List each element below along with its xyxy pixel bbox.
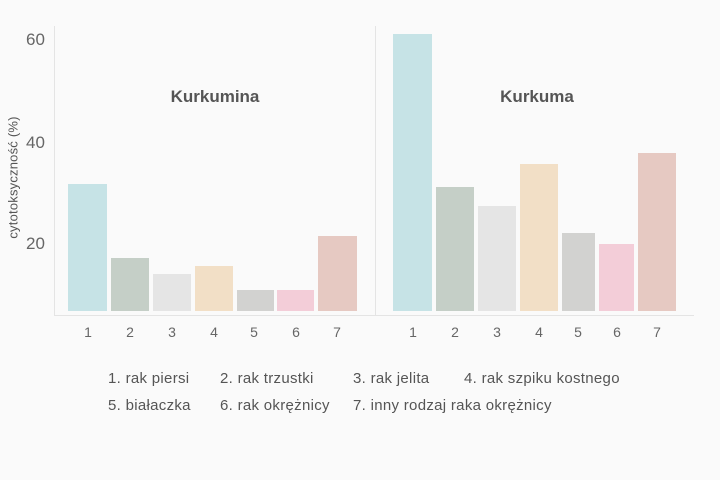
bar-1 <box>393 34 432 311</box>
bar-4 <box>520 164 558 311</box>
x-tick-4: 4 <box>535 324 543 340</box>
left-y-axis-line <box>54 26 55 316</box>
x-tick-7: 7 <box>653 324 661 340</box>
x-tick-3: 3 <box>493 324 501 340</box>
bar-2 <box>111 258 149 311</box>
y-axis-label: cytotoksyczność (%) <box>5 116 21 239</box>
x-tick-7: 7 <box>333 324 341 340</box>
legend-item-3: 3. rak jelita <box>353 370 430 387</box>
legend-item-5: 5. białaczka <box>108 397 191 414</box>
x-tick-6: 6 <box>292 324 300 340</box>
x-axis-line <box>54 315 694 316</box>
x-tick-1: 1 <box>409 324 417 340</box>
x-tick-5: 5 <box>574 324 582 340</box>
bar-2 <box>436 187 474 311</box>
x-tick-3: 3 <box>168 324 176 340</box>
panel-divider <box>375 26 376 316</box>
x-tick-1: 1 <box>84 324 92 340</box>
bar-6 <box>277 290 314 311</box>
legend-item-4: 4. rak szpiku kostnego <box>464 370 620 387</box>
legend-item-2: 2. rak trzustki <box>220 370 314 387</box>
legend-item-7: 7. inny rodzaj raka okrężnicy <box>353 397 552 414</box>
legend-item-1: 1. rak piersi <box>108 370 190 387</box>
bar-3 <box>153 274 191 311</box>
bar-1 <box>68 184 107 311</box>
bar-4 <box>195 266 233 311</box>
bar-7 <box>638 153 676 311</box>
x-tick-4: 4 <box>210 324 218 340</box>
x-tick-6: 6 <box>613 324 621 340</box>
panel-title: Kurkumina <box>170 87 260 106</box>
y-tick-40: 40 <box>26 133 45 152</box>
bar-5 <box>237 290 274 311</box>
bar-6 <box>599 244 634 311</box>
x-tick-5: 5 <box>250 324 258 340</box>
bar-3 <box>478 206 516 311</box>
y-tick-60: 60 <box>26 30 45 49</box>
bar-5 <box>562 233 595 311</box>
bar-7 <box>318 236 357 311</box>
legend-item-6: 6. rak okrężnicy <box>220 397 330 414</box>
y-tick-20: 20 <box>26 234 45 253</box>
panel-title: Kurkuma <box>500 87 574 106</box>
x-tick-2: 2 <box>126 324 134 340</box>
x-tick-2: 2 <box>451 324 459 340</box>
